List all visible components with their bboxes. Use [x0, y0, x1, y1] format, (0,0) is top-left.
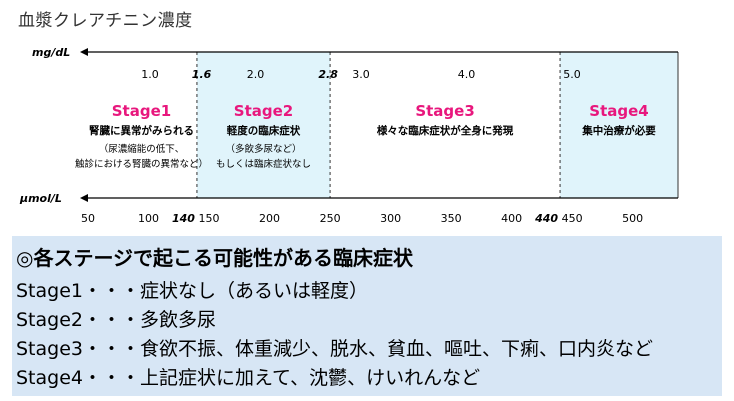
top-tick-label: 2.0 [247, 68, 265, 81]
bottom-tick-label: 440 [534, 212, 558, 225]
bottom-tick-label: 100 [138, 212, 159, 225]
bottom-tick-label: 250 [320, 212, 341, 225]
top-tick-label: 1.0 [141, 68, 159, 81]
stage-1-note: （尿濃縮能の低下、 [99, 143, 185, 155]
stage-shading [196, 52, 678, 198]
bottom-tick-label: 140 [172, 212, 195, 225]
bottom-axis-ticks: 50 100 140 150 200 250 300 350 400 440 450 500 [81, 212, 643, 225]
stage-4-subtitle: 集中治療が必要 [581, 124, 656, 137]
bottom-tick-label: 150 [199, 212, 220, 225]
symptom-heading: ◎各ステージで起こる可能性がある臨床症状 [16, 246, 414, 270]
top-axis-unit: mg/dL [32, 46, 70, 59]
top-tick-label: 4.0 [458, 68, 476, 81]
axes: mg/dL μmol/L [19, 46, 678, 205]
stage-3-subtitle: 様々な臨床症状が全身に発現 [377, 124, 514, 137]
stage-4-label: Stage4 [589, 102, 648, 120]
symptom-panel: ◎各ステージで起こる可能性がある臨床症状 Stage1・・・症状なし（あるいは軽… [12, 236, 722, 396]
stage-labels: Stage1 腎臓に異常がみられる （尿濃縮能の低下、触診における腎臓の異常など） S… [75, 102, 656, 170]
stage-1-subtitle: 腎臓に異常がみられる [89, 124, 194, 137]
bottom-tick-label: 400 [501, 212, 522, 225]
top-tick-label: 5.0 [563, 68, 581, 81]
stage-2-subtitle: 軽度の臨床症状 [227, 124, 301, 137]
symptom-line-stage2: Stage2・・・多飲多尿 [16, 309, 216, 331]
axis-arrow-left-icon [80, 48, 88, 56]
stage-1-label: Stage1 [112, 102, 171, 120]
stage-2-note: もしくは臨床症状なし [216, 158, 311, 170]
bottom-tick-label: 350 [441, 212, 462, 225]
stage-diagram: mg/dL μmol/L 1.0 1.6 2.0 2.8 3.0 4.0 5.0 50 100 1… [19, 46, 679, 225]
axis-arrow-left-icon [80, 194, 88, 202]
bottom-tick-label: 200 [259, 212, 280, 225]
symptom-line-stage4: Stage4・・・上記症状に加えて、沈鬱、けいれんなど [16, 367, 481, 389]
bottom-tick-label: 50 [81, 212, 95, 225]
stage-shade-4 [560, 52, 678, 198]
bottom-tick-label: 450 [562, 212, 583, 225]
stage-shade-2 [196, 52, 331, 198]
symptom-line-stage1: Stage1・・・症状なし（あるいは軽度） [16, 280, 368, 302]
top-tick-label: 2.8 [318, 68, 338, 81]
top-tick-label: 3.0 [352, 68, 370, 81]
page-title: 血漿クレアチニン濃度 [18, 11, 193, 31]
bottom-tick-label: 500 [622, 212, 643, 225]
stage-2-label: Stage2 [234, 102, 293, 120]
bottom-axis-unit: μmol/L [19, 192, 62, 205]
top-axis-ticks: 1.0 1.6 2.0 2.8 3.0 4.0 5.0 [141, 68, 581, 81]
top-tick-label: 1.6 [192, 68, 212, 81]
stage-dividers [196, 52, 679, 198]
symptom-line-stage3: Stage3・・・食欲不振、体重減少、脱水、貧血、嘔吐、下痢、口内炎など [16, 338, 653, 360]
stage-2-note: （多飲多尿など） [226, 143, 302, 155]
stage-1-note: 触診における腎臓の異常など） [75, 158, 208, 170]
stage-3-label: Stage3 [415, 102, 474, 120]
bottom-tick-label: 300 [380, 212, 401, 225]
